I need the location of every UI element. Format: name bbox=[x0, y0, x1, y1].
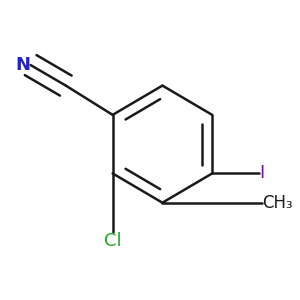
Text: N: N bbox=[16, 56, 31, 74]
Text: Cl: Cl bbox=[104, 232, 122, 250]
Text: I: I bbox=[259, 164, 264, 182]
Text: CH₃: CH₃ bbox=[262, 194, 292, 212]
